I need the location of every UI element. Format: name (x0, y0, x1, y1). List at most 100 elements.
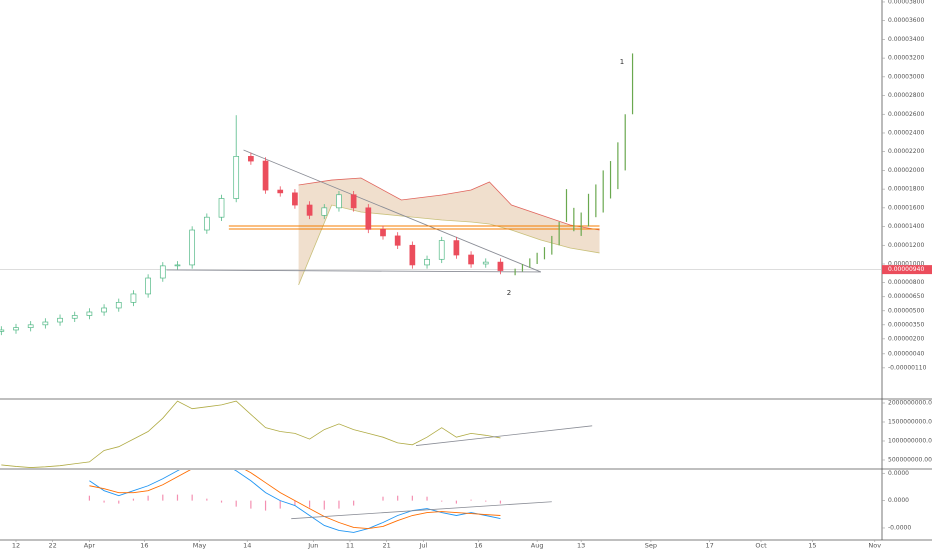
x-tick-label: 13 (577, 542, 585, 550)
y-tick-label: -0.0000 (888, 524, 911, 531)
x-tick-label: 11 (346, 542, 354, 550)
y-tick-label: 2000000000.0000 (888, 400, 932, 407)
candle-body (336, 194, 342, 209)
y-tick-label: 0.00002800 (888, 92, 924, 99)
candle-body (174, 264, 181, 267)
y-tick-label: 0.00003800 (888, 0, 924, 5)
candle-body (145, 277, 151, 295)
candle-body (189, 229, 196, 266)
candle-body (453, 240, 460, 256)
candle-body (424, 258, 430, 266)
y-tick-label: 0.00001400 (888, 223, 924, 230)
ichimoku-cloud (298, 177, 600, 285)
x-tick-label: May (193, 542, 207, 550)
y-tick-label: 0.0000 (888, 470, 909, 477)
y-tick-label: 1000000000.0000 (888, 437, 932, 444)
y-tick-label: 0.00003600 (888, 17, 924, 24)
candle-body (306, 204, 313, 216)
y-tick-label: -0.00000110 (888, 364, 927, 371)
macd-pane (88, 470, 552, 533)
y-tick-label: 0.00000200 (888, 335, 924, 342)
candle-body (292, 192, 298, 206)
y-tick-label: 0.00000800 (888, 279, 924, 286)
candle-body (27, 324, 34, 328)
trend-line (243, 149, 541, 273)
x-tick-label: 14 (243, 542, 251, 550)
annotation: 1 (620, 58, 624, 66)
y-tick-label: 0.00001200 (888, 242, 924, 249)
candle-body (218, 198, 225, 218)
cloud-span-a (298, 177, 600, 231)
x-tick-label: Sep (645, 542, 657, 550)
x-tick-label: 15 (808, 542, 816, 550)
candle-body (482, 261, 489, 265)
y-tick-label: 0.00000350 (888, 321, 924, 328)
candle-body (365, 207, 372, 230)
annotation: 2 (507, 289, 511, 297)
macd-line (89, 470, 501, 533)
candle-body (350, 194, 357, 209)
candle-body (321, 207, 328, 216)
main-pane: 12 (0, 53, 882, 336)
candle-body (0, 329, 5, 332)
y-tick-label: 0.00000040 (888, 350, 924, 357)
candle-body (86, 311, 93, 316)
x-tick-label: Nov (868, 542, 881, 550)
x-tick-label: Jul (418, 542, 427, 550)
candle-body (262, 160, 269, 191)
cloud-span-b (298, 204, 600, 286)
macd-line (89, 470, 501, 529)
candle-body (394, 235, 401, 246)
x-tick-label: Oct (755, 542, 767, 550)
candle-body (115, 302, 122, 309)
candle-body (71, 315, 78, 319)
candle-body (159, 265, 166, 279)
indicator-line (1, 400, 501, 468)
y-tick-label: 0.00000650 (888, 293, 924, 300)
x-tick-label: 17 (705, 542, 713, 550)
y-tick-label: 1500000000.0000 (888, 418, 932, 425)
candle-body (248, 156, 254, 162)
y-tick-label: 0.0000 (888, 497, 909, 504)
candle-body (277, 189, 284, 194)
last-price-label: 0.00000940 (888, 266, 924, 273)
trend-line (291, 501, 552, 520)
axes: 12 22 Apr 16 May 14 Jun 11 21 Jul 16 Aug 13 Sep 17 Oct 1… (12, 0, 932, 550)
x-tick-label: 22 (49, 542, 57, 550)
y-tick-label: 0.00003400 (888, 36, 924, 43)
x-tick-label: Aug (531, 542, 544, 550)
candle-body (130, 293, 137, 303)
candle-body (42, 321, 49, 326)
candle-body (203, 216, 210, 231)
x-tick-label: 16 (140, 542, 148, 550)
candle-body (13, 327, 19, 331)
last-price-box (882, 265, 932, 275)
x-tick-label: Jun (307, 542, 318, 550)
y-tick-label: 500000000.0000 (888, 456, 932, 463)
y-tick-label: 0.00002400 (888, 129, 924, 136)
x-tick-label: 16 (474, 542, 482, 550)
candle-body (380, 229, 386, 237)
y-tick-label: 0.00001800 (888, 186, 924, 193)
candle-body (57, 317, 63, 323)
y-tick-label: 0.00002000 (888, 167, 924, 174)
x-tick-label: Apr (84, 542, 96, 550)
y-tick-label: 0.00001600 (888, 204, 924, 211)
candle-body (233, 156, 240, 199)
y-tick-label: 0.00000500 (888, 307, 924, 314)
candle-body (438, 240, 445, 260)
indicator-pane (1, 400, 593, 468)
candle-body (409, 244, 416, 266)
y-tick-label: 0.00003000 (888, 73, 924, 80)
trend-line (166, 269, 541, 273)
x-tick-label: 21 (383, 542, 391, 550)
y-tick-label: 0.00002200 (888, 148, 924, 155)
candle-body (468, 254, 474, 265)
y-tick-label: 0.00001000 (888, 260, 924, 267)
candle-body (497, 261, 504, 271)
y-tick-label: 0.00003200 (888, 55, 924, 62)
candle-body (101, 307, 107, 313)
x-tick-label: 12 (12, 542, 20, 550)
